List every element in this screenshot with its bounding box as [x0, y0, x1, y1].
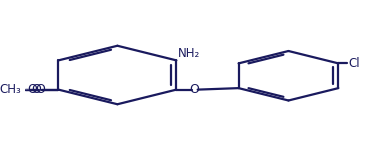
Text: Cl: Cl	[348, 57, 360, 70]
Text: methoxy: methoxy	[24, 88, 30, 90]
Text: O: O	[190, 83, 199, 96]
Text: O: O	[28, 83, 37, 96]
Text: O: O	[36, 83, 45, 96]
Text: O: O	[31, 83, 41, 96]
Text: NH₂: NH₂	[178, 47, 200, 60]
Text: CH₃: CH₃	[0, 83, 21, 96]
